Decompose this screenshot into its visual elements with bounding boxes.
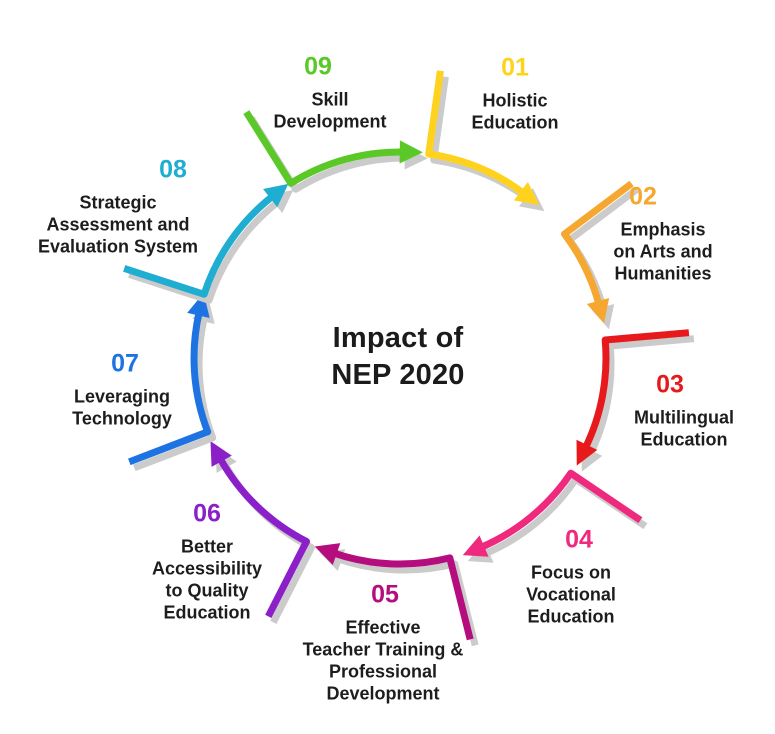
diagram-title: Impact of NEP 2020: [331, 321, 465, 391]
arc-arrow-09-icon: [243, 110, 423, 187]
item-06-number: 06: [193, 499, 221, 528]
item-06-node: 06 Better Accessibility to Quality Educat…: [77, 498, 337, 624]
item-07-label: Leveraging Technology: [72, 386, 172, 429]
item-03-number: 03: [656, 370, 684, 399]
item-01-label: Holistic Education: [471, 90, 559, 133]
arc-arrow-07-icon: [128, 292, 212, 466]
arc-arrow-04-icon: [462, 469, 643, 557]
item-09-node: 09 Skill Development: [200, 51, 460, 132]
item-06-label: Better Accessibility to Quality Educatio…: [151, 536, 263, 623]
arc-arrow-02-icon: [561, 180, 634, 324]
item-01-node: 01 Holistic Education: [385, 52, 645, 133]
item-03-label: Multilingual Education: [634, 407, 734, 450]
arc-arrow-01-icon: [425, 70, 540, 206]
item-02-node: 02 Emphasis on Arts and Humanities: [533, 181, 775, 284]
item-07-node: 07 Leveraging Technology: [0, 348, 252, 429]
item-08-node: 08 Strategic Assessment and Evaluation Sy…: [0, 154, 248, 257]
item-08-number: 08: [159, 155, 187, 184]
item-05-number: 05: [371, 580, 399, 609]
item-05-label: Effective Teacher Training & Professiona…: [302, 617, 464, 704]
item-04-label: Focus on Vocational Education: [526, 562, 616, 627]
arc-arrow-05-icon: [314, 543, 474, 641]
item-08-label: Strategic Assessment and Evaluation Syst…: [37, 192, 199, 257]
item-03-node: 03 Multilingual Education: [554, 369, 775, 450]
item-09-label: Skill Development: [273, 89, 387, 132]
item-04-node: 04 Focus on Vocational Education: [441, 524, 701, 627]
item-04-number: 04: [565, 525, 593, 554]
arc-arrow-06-icon: [210, 441, 310, 618]
item-02-number: 02: [629, 182, 657, 211]
item-01-number: 01: [501, 53, 529, 82]
item-07-number: 07: [111, 349, 139, 378]
arc-arrow-08-icon: [123, 183, 289, 298]
item-05-node: 05 Effective Teacher Training & Professio…: [253, 579, 513, 705]
arc-arrow-03-icon: [576, 329, 690, 466]
item-09-number: 09: [304, 52, 332, 81]
item-02-label: Emphasis on Arts and Humanities: [613, 219, 713, 284]
